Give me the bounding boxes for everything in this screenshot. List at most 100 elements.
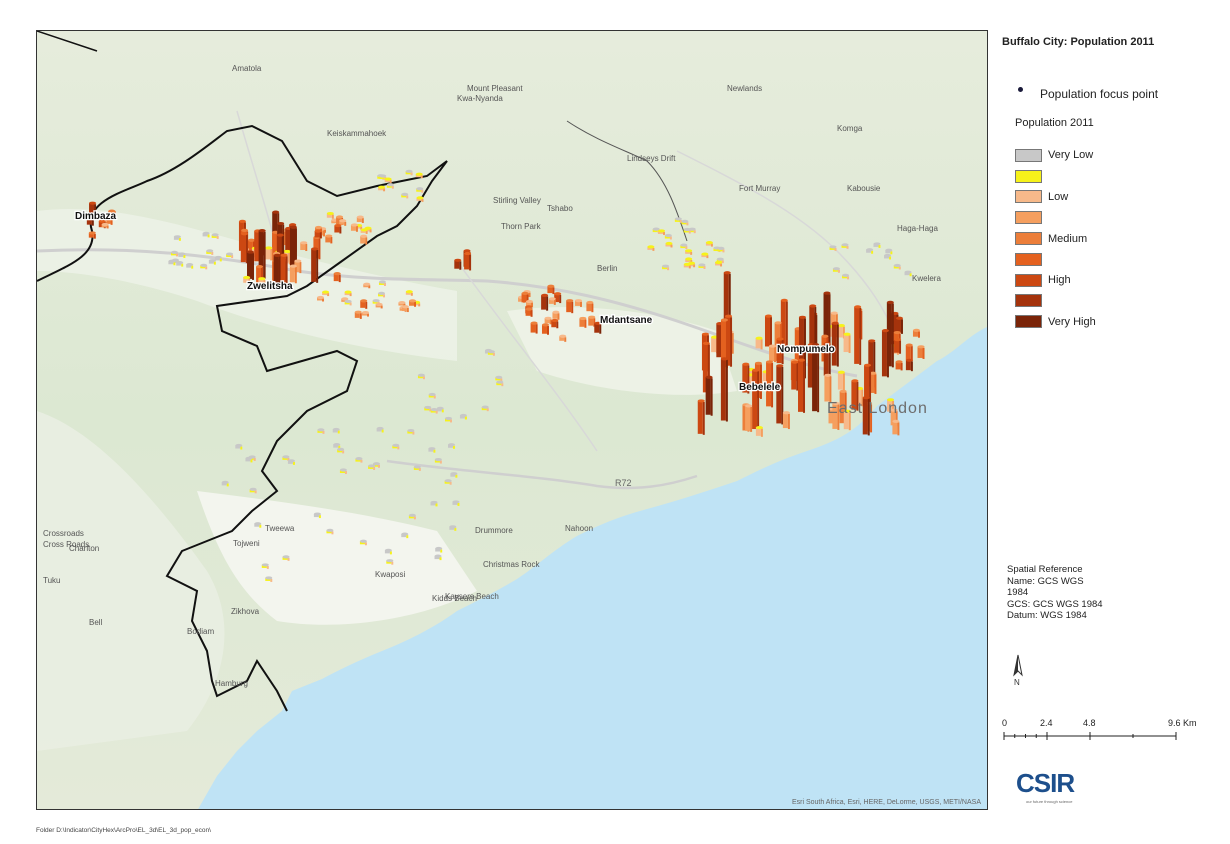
legend-item [1015,166,1096,187]
terrain-patch [37,411,225,751]
population-bar [766,360,774,408]
place-label: Kwa-Nyanda [457,94,503,103]
population-bar [326,528,334,535]
legend-item [1015,291,1096,312]
population-bar [344,299,352,306]
population-bar [176,261,184,267]
population-bar [548,297,556,305]
population-bar [344,290,352,297]
population-bar [705,375,713,416]
population-bar [211,233,219,239]
population-bar [459,413,467,420]
legend-swatch [1015,294,1042,308]
population-bar [265,246,273,261]
population-bar [886,300,894,368]
population-bar [170,250,178,257]
map-frame[interactable]: Amatola Keiskammahoek Mount Pleasant Tshabo… [36,30,988,810]
population-bar [360,234,368,245]
place-label: Stirling Valley [493,196,541,205]
population-bar [168,259,176,266]
population-bar [752,368,760,431]
legend-item: Medium [1015,228,1096,249]
logo-tagline: our future through science [1026,799,1073,804]
population-bar [683,262,691,269]
place-label: Nahoon [565,524,593,533]
population-bar [521,291,529,304]
map-title: Buffalo City: Population 2011 [1002,36,1155,48]
population-bar [416,196,424,202]
road [386,459,698,490]
population-bar [905,358,913,372]
terrain-patch [507,307,737,395]
legend-swatch [1015,211,1042,225]
population-bar [449,525,457,531]
population-bar [496,380,504,387]
population-bar [893,330,901,342]
focus-point-icon [1018,86,1023,92]
population-bar [579,316,587,328]
population-bar [405,169,413,176]
map-canvas[interactable]: Amatola Keiskammahoek Mount Pleasant Tshabo… [37,31,988,810]
population-bar [273,253,281,288]
population-bar [904,270,912,277]
population-bar [359,539,367,546]
population-bar [200,263,208,270]
population-bar [698,263,706,269]
place-label: Haga-Haga [897,224,938,233]
population-bar [280,253,288,289]
legend-swatch [1015,190,1042,204]
population-bar [552,310,560,320]
population-bar [887,398,895,413]
place-label: Kidds Beach [432,594,477,603]
place-label: Tweewa [265,524,295,533]
population-bar [823,342,831,377]
population-bar [837,370,845,391]
population-bar [417,373,425,380]
legend-swatch [1015,273,1042,287]
population-bar [376,426,384,433]
legend-swatch [1015,148,1042,162]
place-label: Thorn Park [501,222,542,231]
population-bar [256,265,264,284]
population-bar [405,290,413,296]
place-label: Christmas Rock [483,560,540,569]
population-bar [408,513,416,520]
population-bar [445,416,453,423]
boundary-line [37,31,98,52]
place-label-bebelele: Bebelele [739,382,781,393]
population-bar [683,227,691,234]
population-bar [89,201,97,217]
population-bar [530,321,538,334]
place-label: Zikhova [231,607,260,616]
north-label: N [1014,678,1020,687]
population-bar [375,302,383,309]
population-bar [864,363,872,412]
population-bar [464,251,472,271]
population-bar [386,183,394,189]
population-bar [289,225,297,267]
population-bar [333,272,341,283]
population-bar [282,455,290,461]
population-bar [289,264,297,284]
population-bar [798,358,806,413]
population-bar [658,229,666,235]
north-arrow-icon: N [1013,654,1023,687]
population-bar [208,259,216,265]
place-label: Keiskammahoek [327,129,387,138]
logo-text: CSIR [1016,768,1075,798]
population-bar [249,487,257,494]
population-bar [356,215,364,223]
population-bar [245,456,253,463]
population-bar [254,522,262,528]
place-label: Kwaposi [375,570,405,579]
population-bar [745,404,753,432]
population-bar [720,318,728,369]
place-label: Amatola [232,64,262,73]
population-bar [368,464,376,470]
place-label: Lindseys Drift [627,154,676,163]
road [456,260,598,452]
population-bar [428,447,436,453]
population-bar [869,371,877,394]
population-bar [350,223,358,232]
population-bar [798,315,806,379]
